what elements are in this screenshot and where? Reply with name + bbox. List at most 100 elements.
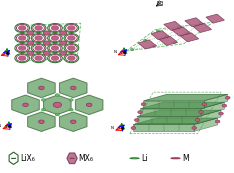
Circle shape [68, 36, 75, 40]
Circle shape [141, 103, 146, 106]
Circle shape [186, 32, 189, 34]
Circle shape [53, 102, 62, 107]
Circle shape [53, 27, 57, 29]
Circle shape [15, 24, 29, 33]
Circle shape [69, 37, 73, 39]
Circle shape [43, 41, 50, 45]
Circle shape [70, 86, 76, 90]
Circle shape [18, 46, 26, 51]
Circle shape [177, 26, 181, 28]
Circle shape [31, 24, 46, 33]
Polygon shape [159, 36, 178, 45]
Polygon shape [143, 94, 228, 101]
Circle shape [39, 86, 44, 90]
Text: N: N [113, 50, 116, 54]
Polygon shape [164, 21, 182, 30]
Circle shape [64, 24, 79, 33]
Polygon shape [44, 95, 71, 115]
Polygon shape [204, 94, 228, 108]
Circle shape [48, 24, 62, 33]
Polygon shape [133, 125, 194, 131]
Text: LiX₆: LiX₆ [20, 154, 35, 163]
Polygon shape [194, 118, 218, 131]
Circle shape [51, 26, 59, 30]
Text: N: N [111, 126, 114, 130]
Circle shape [192, 126, 197, 129]
Circle shape [69, 108, 73, 111]
Circle shape [198, 23, 202, 25]
Circle shape [171, 158, 180, 159]
Circle shape [53, 47, 57, 49]
Circle shape [219, 112, 223, 115]
Polygon shape [172, 27, 190, 36]
Circle shape [69, 47, 73, 49]
Circle shape [70, 120, 76, 124]
Circle shape [199, 111, 203, 114]
Polygon shape [140, 109, 201, 116]
Circle shape [39, 120, 44, 124]
Circle shape [156, 30, 160, 32]
Circle shape [43, 51, 50, 55]
Circle shape [51, 56, 59, 61]
Circle shape [27, 51, 34, 55]
Polygon shape [180, 33, 199, 42]
Polygon shape [197, 110, 221, 124]
Polygon shape [11, 158, 16, 159]
Circle shape [53, 37, 57, 39]
Polygon shape [151, 31, 169, 40]
Circle shape [48, 54, 62, 63]
Circle shape [64, 34, 79, 43]
Circle shape [18, 26, 26, 30]
Circle shape [31, 34, 46, 43]
Circle shape [195, 119, 200, 121]
Circle shape [222, 104, 227, 107]
Circle shape [23, 103, 28, 107]
Circle shape [60, 31, 67, 35]
Text: M: M [183, 154, 189, 163]
Circle shape [70, 158, 74, 159]
Circle shape [69, 27, 73, 29]
Circle shape [51, 36, 59, 40]
Circle shape [35, 36, 42, 40]
Circle shape [20, 37, 24, 39]
Polygon shape [201, 102, 224, 116]
Circle shape [215, 120, 220, 123]
Circle shape [18, 36, 26, 40]
Circle shape [41, 99, 46, 101]
Text: N: N [0, 124, 1, 128]
Circle shape [131, 49, 134, 51]
Circle shape [27, 41, 34, 45]
Circle shape [68, 46, 75, 51]
Polygon shape [12, 95, 39, 115]
Circle shape [60, 51, 67, 55]
Circle shape [18, 56, 26, 61]
Circle shape [86, 103, 92, 107]
Circle shape [225, 96, 230, 99]
Circle shape [64, 44, 79, 53]
Circle shape [37, 37, 40, 39]
Text: Li: Li [142, 154, 148, 163]
Circle shape [15, 34, 29, 43]
Circle shape [35, 56, 42, 61]
Circle shape [69, 57, 73, 59]
Circle shape [35, 46, 42, 51]
Circle shape [20, 57, 24, 59]
Polygon shape [59, 112, 87, 131]
Text: M3: M3 [157, 1, 164, 6]
Polygon shape [137, 117, 197, 124]
Polygon shape [193, 24, 212, 33]
Circle shape [55, 94, 59, 96]
Polygon shape [28, 78, 55, 98]
Polygon shape [137, 110, 221, 117]
Circle shape [48, 34, 62, 43]
Circle shape [202, 103, 207, 106]
Circle shape [35, 26, 42, 30]
Circle shape [27, 31, 34, 35]
Circle shape [37, 57, 40, 59]
Circle shape [15, 54, 29, 63]
Circle shape [152, 45, 155, 47]
Circle shape [43, 31, 50, 35]
Circle shape [41, 108, 46, 111]
Circle shape [165, 36, 168, 38]
Circle shape [60, 41, 67, 45]
